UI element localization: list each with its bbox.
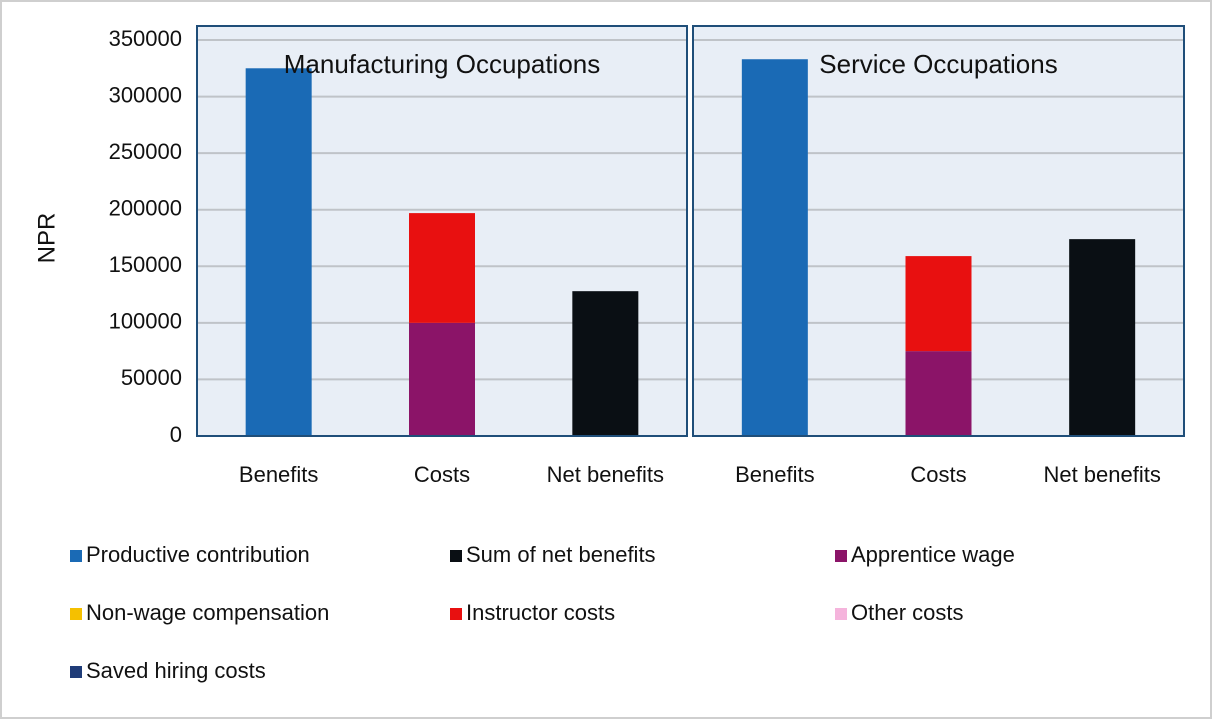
x-tick-label: Benefits bbox=[239, 462, 319, 487]
panel-border bbox=[196, 25, 688, 437]
bar-segment bbox=[741, 59, 808, 437]
legend-label: Non-wage compensation bbox=[86, 600, 329, 625]
legend-swatch bbox=[835, 550, 847, 562]
legend-swatch bbox=[70, 550, 82, 562]
y-tick-label: 50000 bbox=[121, 365, 182, 390]
y-tick-label: 150000 bbox=[109, 252, 182, 277]
legend-swatch bbox=[450, 550, 462, 562]
y-axis-label: NPR bbox=[33, 213, 60, 264]
bar-segment bbox=[409, 322, 475, 436]
x-tick-label: Costs bbox=[414, 462, 470, 487]
bar-segment bbox=[905, 351, 972, 436]
legend-label: Productive contribution bbox=[86, 542, 310, 567]
y-tick-label: 350000 bbox=[109, 26, 182, 51]
bar-segment bbox=[572, 291, 639, 436]
panel-border bbox=[692, 25, 1185, 437]
legend-label: Other costs bbox=[851, 600, 963, 625]
bar-segment bbox=[409, 213, 475, 323]
y-tick-label: 200000 bbox=[109, 196, 182, 221]
y-tick-label: 300000 bbox=[109, 82, 182, 107]
panel-title: Manufacturing Occupations bbox=[284, 49, 601, 79]
bar-segment bbox=[1069, 239, 1136, 436]
x-tick-label: Benefits bbox=[735, 462, 815, 487]
x-tick-label: Costs bbox=[910, 462, 966, 487]
legend-swatch bbox=[70, 666, 82, 678]
legend-label: Sum of net benefits bbox=[466, 542, 656, 567]
legend-label: Saved hiring costs bbox=[86, 658, 266, 683]
legend-label: Instructor costs bbox=[466, 600, 615, 625]
legend-swatch bbox=[835, 608, 847, 620]
x-tick-label: Net benefits bbox=[1043, 462, 1160, 487]
y-tick-label: 100000 bbox=[109, 309, 182, 334]
y-tick-label: 250000 bbox=[109, 139, 182, 164]
legend-swatch bbox=[450, 608, 462, 620]
bar-segment bbox=[905, 256, 972, 352]
bar-segment bbox=[245, 68, 312, 437]
x-tick-label: Net benefits bbox=[547, 462, 664, 487]
legend-label: Apprentice wage bbox=[851, 542, 1015, 567]
legend-swatch bbox=[70, 608, 82, 620]
y-tick-label: 0 bbox=[170, 422, 182, 447]
panel-title: Service Occupations bbox=[819, 49, 1057, 79]
